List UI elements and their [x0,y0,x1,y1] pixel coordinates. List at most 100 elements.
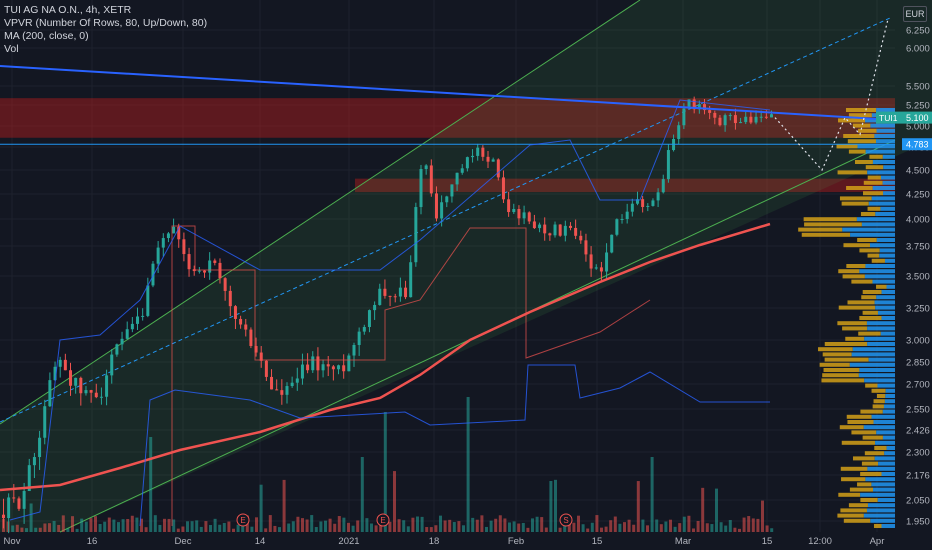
candle-body [203,270,207,273]
candle-body [187,254,191,270]
volume-bar [342,517,346,532]
volume-bar [370,523,373,532]
volume-bar [98,524,102,532]
candle-body [584,240,588,255]
vp-bar-up [837,513,864,518]
volume-bar [29,503,33,532]
candle-body [610,234,614,253]
price-projection [774,19,889,172]
candle-body [357,331,361,345]
vp-bar-down [877,383,895,388]
candle-body [378,288,382,305]
vp-bar-up [860,498,878,502]
vp-bar-up [857,482,872,487]
vp-bar-up [872,404,884,409]
candle-body [326,364,330,367]
candle-body [548,233,552,236]
volume-bar [351,525,355,532]
vp-bar-up [843,518,871,523]
volume-bar [577,515,580,532]
price-tick-label: 2.300 [906,448,930,459]
vp-bar-up [841,440,876,445]
price-tick-label: 2.426 [906,426,930,437]
vp-bar-down [876,295,895,300]
earnings-marker [376,513,390,527]
candle-body [233,306,237,319]
candle-body [496,159,500,178]
vpvr-poc-line [171,225,651,526]
candle-body [414,207,418,263]
candle-body [136,316,140,324]
candle-body [764,116,768,118]
vp-bar-up [851,279,873,284]
vp-bar-down [870,518,895,523]
price-tick-label: 4.000 [906,215,930,226]
volume-bar [365,518,369,532]
candle-body [744,116,748,123]
volume-bar [57,524,61,532]
resistance-zone-lower [355,178,895,193]
legend-vol[interactable]: Vol [4,43,19,55]
legend-vpvr[interactable]: VPVR (Number Of Rows, 80, Up/Down, 80) [4,17,208,29]
volume-bar [324,520,327,532]
volume-bar [489,520,493,532]
volume-bar [623,522,626,532]
price-tick-label: 3.000 [906,336,930,347]
candle-body [682,108,686,126]
vp-bar-up [836,144,858,149]
vp-bar-up [852,456,875,461]
candle-body [218,262,222,279]
candle-body [455,172,459,185]
vp-bar-down [871,196,895,201]
volume-bar [11,525,15,532]
price-tick-label: 3.750 [906,242,930,253]
candle-body [74,377,78,386]
volume-bar [701,487,705,532]
volume-bar [112,519,116,532]
candle-body [434,193,438,219]
volume-bar [443,520,447,532]
candle-body [125,329,129,339]
candle-body [213,260,217,263]
candle-body [517,208,521,219]
currency-button[interactable]: EUR [903,6,927,22]
vp-bar-up [822,352,852,357]
legend-symbol[interactable]: TUI AG NA O.N., 4h, XETR [4,4,132,16]
volume-bar [158,524,162,532]
vp-bar-down [879,253,895,258]
time-axis[interactable]: Nov 16 Dec 14 2021 18 Feb 15 Mar 15 12:00 Apr [4,536,885,547]
volume-bar [655,519,659,532]
candle-body [677,125,681,139]
volume-bar [503,518,507,532]
price-tick-label: 5.500 [906,82,930,93]
vp-bar-down [869,243,895,248]
legend-ma[interactable]: MA (200, close, 0) [4,30,89,42]
indicator-lines [0,19,896,527]
volume-bar [471,517,475,532]
vp-bar-up [841,201,869,206]
ma-200-line [0,222,771,492]
volume-bar [38,527,42,532]
candle-body [2,514,5,519]
vp-bar-down [877,310,895,315]
price-axis[interactable]: 1.950 2.050 2.176 2.300 2.426 2.550 2.700 2.850… [876,26,932,528]
candle-body [563,225,567,236]
volume-bar [20,527,24,532]
candle-body [476,147,480,156]
volume-bar [255,517,258,532]
vp-bar-down [866,508,895,513]
vp-bar-down [859,269,895,274]
volume-bar [144,527,148,532]
vp-bar-up [849,487,874,492]
vp-bar-down [857,144,895,149]
candle-body [568,225,572,228]
volume-bar [356,520,360,532]
vp-bar-up [804,222,862,227]
candle-body [450,184,454,197]
candle-body [574,227,578,236]
candle-body [48,380,52,407]
candle-body [295,378,299,383]
candle-body [249,329,253,346]
volume-bar [627,519,631,532]
